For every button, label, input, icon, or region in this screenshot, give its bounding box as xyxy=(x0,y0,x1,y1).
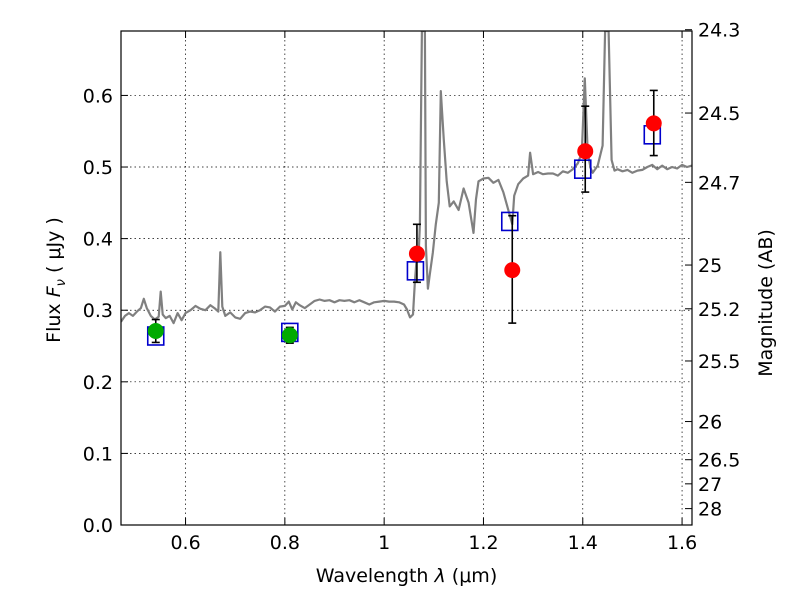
y-tick-label: 0.3 xyxy=(83,300,113,322)
x-tick-label: 1.4 xyxy=(568,532,598,554)
tick-layer: 0.6 0.8 1 1.2 1.4 1.6 0.0 0.1 0.2 0.3 0.4 0.5 0.6 24.… xyxy=(83,20,741,554)
model-photometry-square xyxy=(406,261,425,281)
y2-tick-label: 27 xyxy=(698,474,722,496)
y-tick-label: 0.2 xyxy=(83,372,113,394)
y2-tick-label: 28 xyxy=(698,499,722,521)
y2-tick-label: 25 xyxy=(698,255,722,277)
model-photometry-square xyxy=(573,159,592,179)
y-tick-label: 0.0 xyxy=(83,515,113,537)
model-photometry-square xyxy=(500,211,519,232)
y2-tick-label: 26.5 xyxy=(698,450,740,472)
x-tick-label: 1.6 xyxy=(667,532,697,554)
y-tick-label: 0.4 xyxy=(83,229,113,251)
y-axis-label: Flux Fν ( μJy ) xyxy=(43,217,69,343)
y2-tick-label: 25.5 xyxy=(698,351,740,373)
spectrum-line xyxy=(121,31,692,325)
y-tick-label: 0.6 xyxy=(83,85,113,107)
grid-layer xyxy=(121,31,692,526)
nir-data-point xyxy=(577,143,594,160)
y2-tick-label: 24.7 xyxy=(698,172,740,194)
plot-layer xyxy=(121,31,692,346)
y-tick-label: 0.5 xyxy=(83,157,113,179)
nir-data-point xyxy=(645,115,662,132)
x-tick-label: 0.6 xyxy=(170,532,200,554)
y-tick-label: 0.1 xyxy=(83,443,113,465)
plot-frame xyxy=(120,30,693,526)
y2-axis-label: Magnitude (AB) xyxy=(755,229,777,377)
y2-tick-label: 25.2 xyxy=(698,299,740,321)
x-tick-label: 1.2 xyxy=(468,532,498,554)
x-axis-label: Wavelength λ (μm) xyxy=(316,565,497,587)
x-tick-label: 0.8 xyxy=(270,532,300,554)
y2-tick-label: 26 xyxy=(698,412,722,434)
optical-data-point xyxy=(281,327,298,344)
y2-tick-label: 24.3 xyxy=(698,20,740,42)
nir-data-point xyxy=(504,262,521,279)
nir-data-point xyxy=(408,245,425,262)
y2-tick-label: 24.5 xyxy=(698,103,740,125)
optical-data-point xyxy=(147,322,164,339)
x-tick-label: 1 xyxy=(378,532,390,554)
